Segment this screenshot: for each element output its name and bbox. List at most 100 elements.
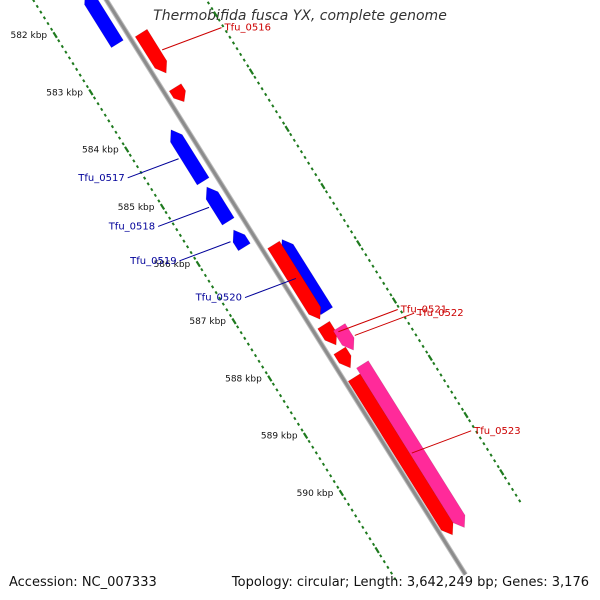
gene-arrow[interactable] (347, 373, 454, 536)
gene-arrow[interactable] (332, 323, 355, 351)
gene-arrow[interactable] (333, 346, 352, 369)
minor-tick (507, 482, 511, 486)
major-tick (374, 546, 380, 554)
minor-tick (385, 287, 389, 291)
minor-tick (382, 559, 386, 564)
minor-tick (178, 233, 182, 238)
major-tick (463, 411, 469, 419)
gene-label[interactable]: Tfu_0522 (416, 308, 463, 319)
minor-tick (329, 474, 333, 478)
tick-marks (32, 0, 522, 581)
minor-tick (143, 176, 147, 180)
tick-label: 583 kbp (46, 88, 83, 98)
minor-tick (260, 87, 264, 91)
minor-tick (110, 124, 114, 129)
minor-tick (39, 10, 43, 14)
genes (84, 0, 466, 536)
minor-tick (432, 361, 436, 366)
minor-tick (253, 353, 258, 358)
minor-tick (271, 382, 275, 386)
tick-label: 586 kbp (154, 260, 191, 270)
gene-arrow[interactable] (170, 129, 210, 186)
gene-label[interactable]: Tfu_0519 (129, 256, 176, 267)
gene-arrow[interactable] (205, 186, 235, 226)
minor-tick (221, 24, 225, 28)
gene-arrow[interactable] (134, 28, 168, 74)
minor-tick (414, 333, 418, 337)
minor-tick (482, 441, 486, 446)
gene-arrow[interactable] (168, 83, 186, 103)
gene-arrow[interactable] (232, 229, 251, 252)
tick-label: 588 kbp (225, 374, 262, 384)
minor-tick (471, 424, 475, 429)
gene-label-leader (127, 158, 179, 179)
minor-tick (67, 56, 72, 60)
major-tick (248, 68, 254, 75)
minor-tick (264, 371, 268, 375)
major-tick (427, 354, 433, 362)
minor-tick (518, 499, 522, 503)
tick-label: 584 kbp (82, 146, 119, 156)
minor-tick (150, 187, 154, 192)
map-title: Thermobifida fusca YX, complete genome (153, 8, 447, 24)
minor-tick (371, 542, 376, 547)
gene-label[interactable]: Tfu_0523 (473, 426, 520, 437)
minor-tick (239, 52, 243, 57)
minor-tick (214, 290, 218, 295)
minor-tick (335, 207, 339, 211)
major-tick (284, 125, 290, 133)
gene-label[interactable]: Tfu_0516 (224, 23, 271, 34)
minor-tick (236, 325, 240, 329)
gene-label-leader (161, 27, 222, 51)
minor-tick (346, 502, 351, 507)
major-tick (356, 240, 362, 247)
minor-tick (271, 104, 275, 108)
major-tick (302, 432, 309, 440)
gene-arrow[interactable] (267, 240, 322, 320)
minor-tick (325, 468, 329, 472)
minor-tick (171, 222, 175, 226)
minor-tick (514, 493, 518, 497)
gene-label[interactable]: Tfu_0517 (77, 173, 124, 184)
minor-tick (485, 447, 490, 452)
minor-tick (410, 327, 414, 331)
minor-tick (332, 201, 336, 205)
gene-label-leader (411, 430, 472, 454)
minor-tick (210, 285, 215, 289)
minor-tick (353, 235, 357, 240)
minor-tick (389, 571, 394, 575)
minor-tick (182, 239, 186, 243)
minor-tick (332, 479, 336, 484)
gene-label[interactable]: Tfu_0518 (108, 221, 155, 232)
minor-tick (242, 58, 246, 62)
minor-tick (75, 67, 79, 72)
tick-label: 585 kbp (118, 203, 155, 213)
minor-tick (299, 150, 304, 154)
minor-tick (135, 164, 140, 169)
minor-tick (357, 519, 361, 524)
minor-tick (360, 247, 364, 251)
minor-tick (46, 21, 50, 26)
gene-label[interactable]: Tfu_0520 (195, 293, 242, 304)
major-tick (212, 11, 219, 18)
minor-tick (257, 359, 261, 364)
minor-tick (117, 136, 122, 140)
minor-tick (121, 142, 125, 146)
minor-tick (32, 0, 36, 3)
gene-label[interactable]: Tfu_0521 (400, 305, 447, 316)
minor-tick (379, 554, 383, 558)
minor-tick (435, 367, 439, 371)
gene-arrow[interactable] (84, 0, 124, 49)
minor-tick (207, 279, 211, 283)
minor-tick (203, 273, 208, 278)
minor-tick (346, 224, 350, 228)
backbone (103, 0, 468, 576)
minor-tick (321, 462, 326, 467)
minor-tick (310, 167, 314, 171)
minor-tick (57, 39, 61, 43)
gene-arrow[interactable] (356, 360, 466, 528)
major-tick (338, 489, 344, 497)
minor-tick (228, 313, 233, 318)
minor-tick (218, 296, 222, 301)
